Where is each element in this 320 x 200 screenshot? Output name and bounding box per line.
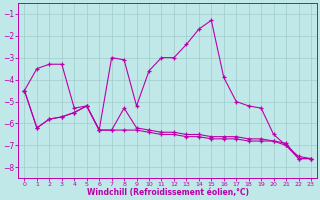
X-axis label: Windchill (Refroidissement éolien,°C): Windchill (Refroidissement éolien,°C) [87,188,249,197]
